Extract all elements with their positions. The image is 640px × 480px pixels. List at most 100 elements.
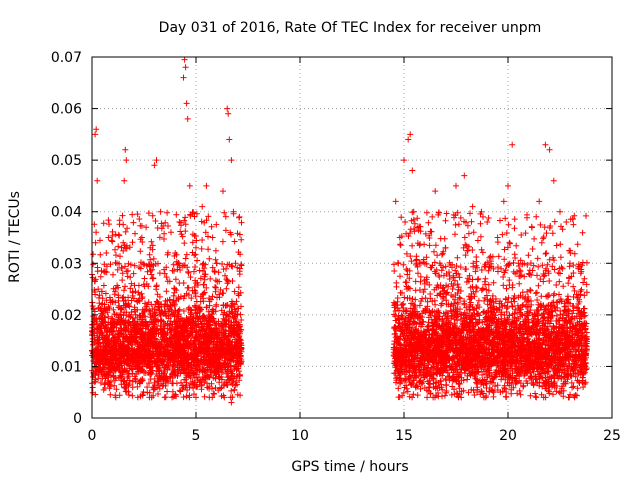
data-point: [163, 288, 170, 295]
data-point: [166, 374, 173, 381]
data-point: [166, 327, 173, 334]
data-point: [93, 364, 100, 371]
data-point: [112, 285, 119, 292]
data-point: [157, 312, 164, 319]
data-point: [114, 316, 121, 323]
data-point: [140, 260, 147, 267]
data-point: [142, 357, 149, 364]
data-point: [180, 262, 187, 269]
data-point: [194, 350, 201, 357]
data-point: [91, 308, 98, 315]
data-point: [100, 282, 107, 289]
data-point: [193, 210, 200, 217]
data-point: [479, 249, 486, 256]
data-point: [215, 351, 221, 358]
data-point: [132, 311, 139, 318]
data-point: [177, 388, 184, 395]
data-point: [234, 381, 240, 388]
data-point: [223, 265, 230, 272]
data-point: [186, 392, 193, 399]
data-point: [218, 307, 225, 314]
data-point: [168, 335, 175, 342]
data-point: [199, 237, 206, 243]
data-point: [188, 307, 195, 314]
data-point: [190, 385, 197, 392]
data-point: [108, 328, 115, 335]
data-point: [227, 394, 234, 401]
data-point: [234, 391, 241, 398]
data-point: [226, 330, 233, 337]
data-point: [224, 280, 231, 287]
data-point: [391, 268, 398, 274]
data-point: [155, 351, 161, 358]
data-point: [192, 322, 199, 329]
data-point: [141, 313, 148, 320]
data-point: [116, 392, 123, 399]
data-point: [158, 318, 164, 325]
data-point: [110, 271, 116, 278]
data-point: [124, 352, 131, 359]
data-point: [148, 351, 155, 358]
data-point: [147, 308, 154, 315]
data-point: [205, 246, 212, 253]
data-point: [103, 269, 110, 276]
data-point: [236, 371, 243, 378]
data-point: [214, 278, 221, 285]
data-point: [153, 298, 160, 305]
data-point: [231, 313, 238, 320]
data-point: [185, 344, 192, 351]
data-point: [509, 303, 516, 310]
data-point: [114, 266, 121, 273]
data-point: [463, 266, 470, 273]
data-point: [121, 309, 128, 316]
data-point: [202, 357, 209, 364]
data-point: [198, 245, 205, 252]
data-point: [228, 298, 235, 305]
data-point: [193, 335, 200, 342]
data-point: [182, 221, 189, 228]
data-point: [219, 261, 226, 267]
data-point: [188, 295, 195, 302]
data-point: [161, 321, 168, 328]
data-point: [156, 306, 163, 313]
data-point: [130, 295, 137, 302]
data-point: [238, 262, 245, 269]
data-point: [145, 347, 152, 354]
data-point: [111, 347, 118, 354]
data-point: [205, 233, 211, 240]
data-point: [474, 276, 481, 283]
data-point: [206, 255, 213, 262]
data-point: [196, 367, 203, 374]
data-point: [235, 284, 242, 291]
data-point: [126, 319, 133, 326]
data-point: [208, 380, 215, 387]
data-point: [188, 329, 195, 336]
data-point: [142, 318, 149, 325]
data-point: [171, 268, 177, 274]
data-point: [524, 211, 530, 218]
data-point: [136, 343, 143, 350]
data-point: [109, 232, 116, 239]
data-point: [203, 284, 210, 291]
data-point: [150, 386, 157, 393]
data-point: [208, 223, 215, 230]
data-point: [159, 336, 166, 343]
data-point: [182, 366, 189, 373]
data-point: [229, 310, 236, 317]
data-point: [228, 368, 235, 375]
data-point: [157, 375, 164, 382]
data-point: [180, 295, 187, 302]
data-point: [135, 282, 142, 289]
data-point: [482, 275, 489, 282]
data-point: [105, 366, 112, 373]
data-point: [118, 325, 124, 332]
data-point: [222, 332, 228, 339]
data-point: [101, 371, 108, 378]
data-point: [214, 294, 220, 301]
data-point: [229, 329, 236, 336]
data-point: [231, 288, 238, 295]
data-point: [236, 213, 243, 220]
data-point: [174, 333, 181, 340]
data-point: [208, 327, 215, 333]
data-point: [232, 330, 239, 337]
